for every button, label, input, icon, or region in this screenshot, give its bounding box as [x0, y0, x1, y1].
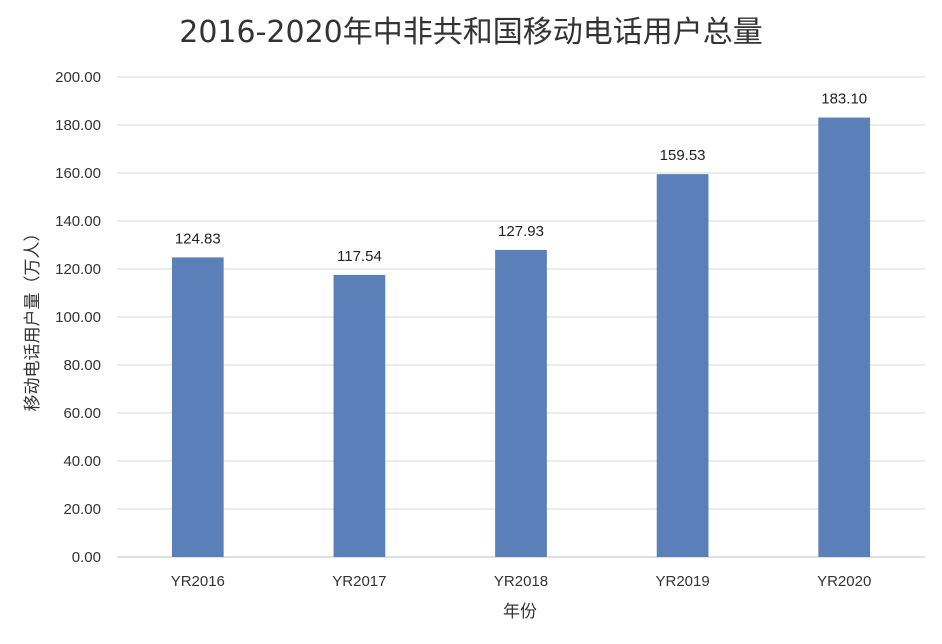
bar	[333, 274, 386, 557]
y-tick-label: 40.00	[63, 453, 101, 470]
y-tick-label: 200.00	[55, 69, 101, 86]
data-label: 183.10	[821, 91, 867, 108]
x-tick-label: YR2019	[655, 573, 709, 590]
y-tick-label: 60.00	[63, 405, 101, 422]
bar	[818, 117, 871, 557]
y-axis-ticks: 0.00 20.00 40.00 60.00 80.00 100.00 120.00 140.…	[55, 69, 101, 566]
x-axis-title: 年份	[503, 602, 537, 622]
data-labels: 124.83 117.54 127.93 159.53 183.10	[175, 91, 867, 265]
bar	[171, 257, 224, 557]
y-tick-label: 20.00	[63, 501, 101, 518]
data-label: 159.53	[660, 147, 706, 164]
y-tick-label: 140.00	[55, 213, 101, 230]
y-tick-label: 160.00	[55, 165, 101, 182]
x-tick-label: YR2018	[494, 573, 548, 590]
x-axis-ticks: YR2016 YR2017 YR2018 YR2019 YR2020	[171, 573, 872, 590]
x-tick-label: YR2016	[171, 573, 225, 590]
chart-title: 2016-2020年中非共和国移动电话用户总量	[179, 15, 763, 50]
data-label: 127.93	[498, 223, 544, 240]
y-tick-label: 100.00	[55, 309, 101, 326]
y-tick-label: 80.00	[63, 357, 101, 374]
bar	[656, 174, 709, 558]
bar	[495, 249, 547, 557]
y-tick-label: 180.00	[55, 117, 101, 134]
data-label: 117.54	[337, 248, 382, 265]
x-tick-label: YR2017	[332, 573, 386, 590]
y-axis-title: 移动电话用户量（万人）	[23, 225, 43, 412]
data-label: 124.83	[175, 230, 221, 247]
x-tick-label: YR2020	[817, 573, 871, 590]
y-tick-label: 120.00	[55, 261, 101, 278]
bars	[171, 117, 871, 558]
y-tick-label: 0.00	[72, 549, 101, 566]
